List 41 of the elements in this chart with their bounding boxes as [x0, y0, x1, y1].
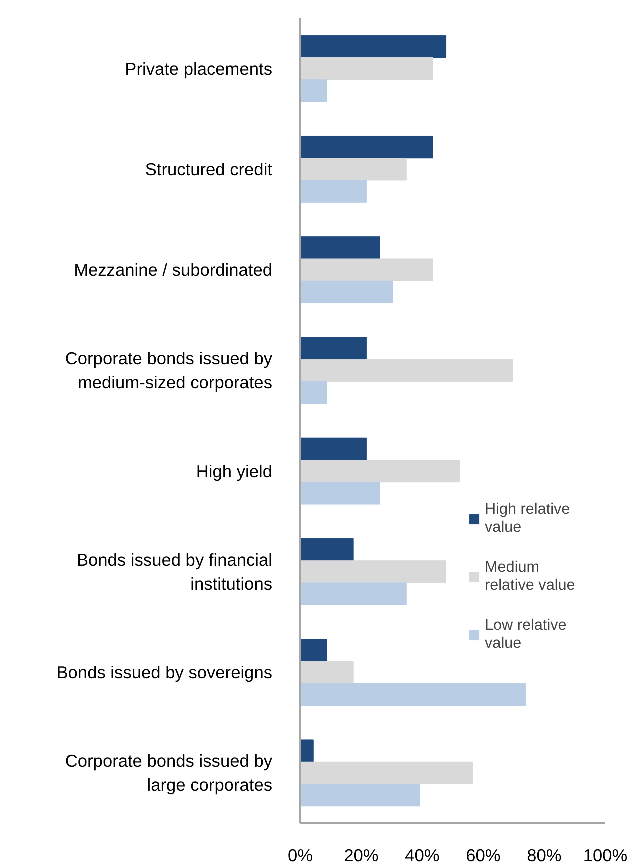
legend-label: Medium relative value — [485, 559, 576, 595]
y-tick-label: Corporate bonds issued by large corporates — [65, 751, 273, 796]
bar — [300, 438, 367, 460]
bar — [300, 180, 367, 203]
x-tick-label: 80% — [527, 846, 562, 866]
legend-label: High relative value — [485, 501, 570, 537]
bar — [300, 136, 434, 159]
x-tick-label: 60% — [466, 846, 501, 866]
bar — [300, 538, 354, 562]
bar — [300, 482, 380, 505]
x-tick-label: 100% — [583, 846, 628, 866]
x-tick-label: 40% — [405, 846, 440, 866]
y-tick-label: Bonds issued by sovereigns — [56, 662, 273, 683]
bar — [300, 236, 380, 260]
x-tick-label: 20% — [344, 846, 379, 866]
bar — [300, 158, 407, 181]
bar — [300, 80, 328, 102]
y-tick-label: High yield — [196, 461, 273, 482]
bar — [300, 258, 434, 282]
x-tick-label: 0% — [288, 846, 314, 866]
bar — [300, 382, 328, 404]
y-tick-label: Corporate bonds issued by medium-sized corporates — [65, 348, 273, 393]
bar — [300, 280, 394, 304]
bar — [300, 661, 354, 684]
bar — [300, 57, 434, 80]
y-tick-label: Bonds issued by financial institutions — [76, 550, 273, 594]
y-tick-label: Structured credit — [145, 159, 273, 180]
y-tick-label: Private placements — [125, 58, 273, 79]
bar — [300, 639, 328, 662]
bar — [300, 683, 526, 706]
bar — [300, 784, 420, 807]
legend-label: Low relative value — [485, 617, 567, 653]
bar — [300, 460, 460, 483]
bar — [300, 740, 314, 762]
bar — [300, 35, 447, 58]
bar — [300, 560, 447, 584]
bar — [300, 359, 514, 382]
bar — [300, 337, 367, 360]
bar — [300, 762, 474, 785]
y-tick-label: Mezzanine / subordinated — [74, 260, 272, 280]
bar — [300, 582, 407, 606]
